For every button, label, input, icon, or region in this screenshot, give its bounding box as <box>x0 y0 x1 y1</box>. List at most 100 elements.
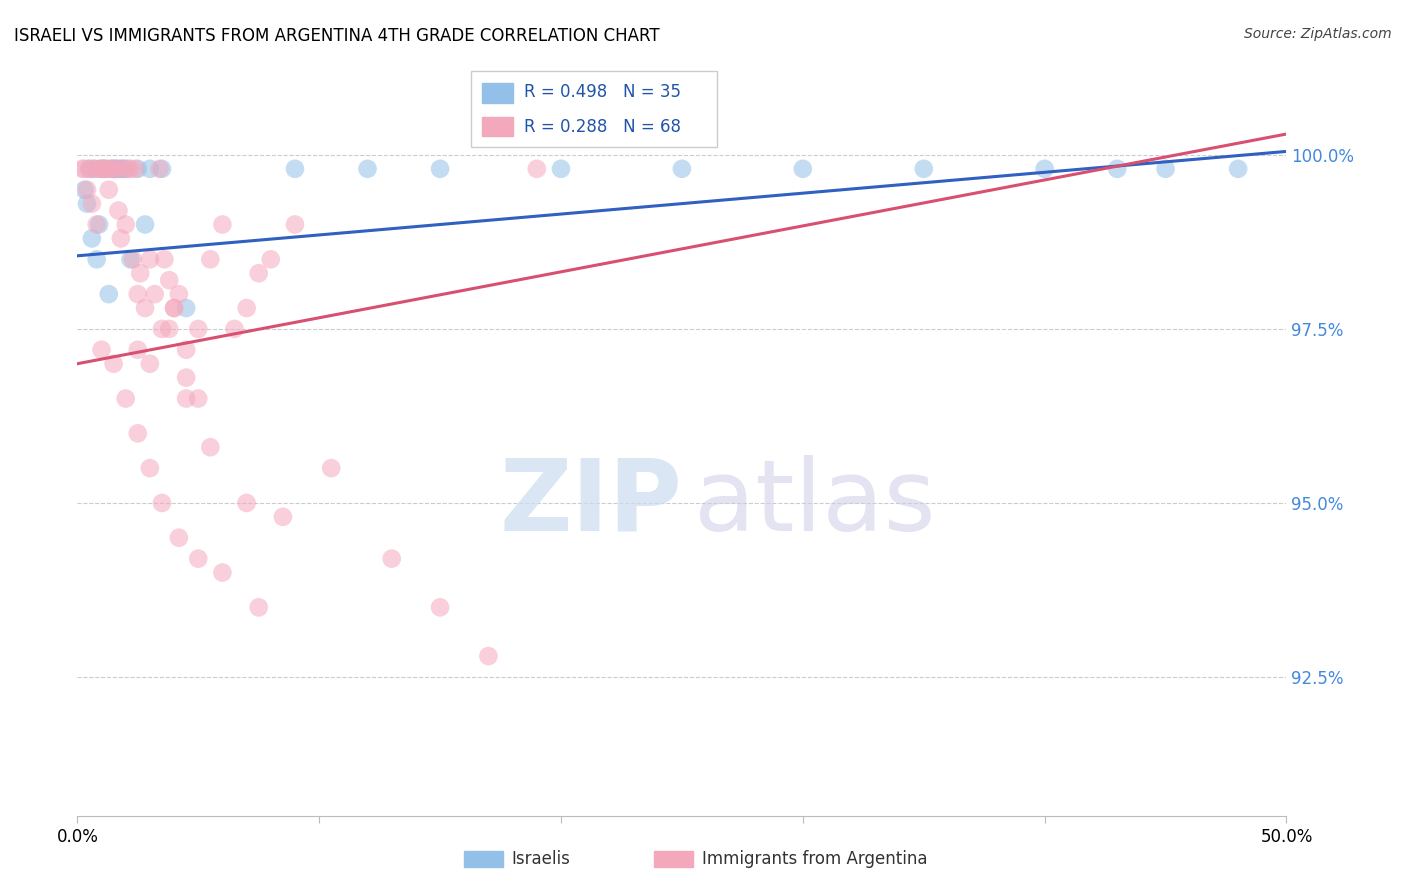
Point <box>87 218 110 232</box>
Point <box>83 161 105 176</box>
Point <box>174 343 197 357</box>
Point <box>90 343 112 357</box>
Point <box>235 496 257 510</box>
Point <box>76 196 98 211</box>
Point <box>114 161 136 176</box>
Point <box>107 161 129 176</box>
Point <box>134 301 156 315</box>
Point <box>163 301 186 315</box>
Point <box>127 287 149 301</box>
Point <box>83 161 105 176</box>
Point <box>93 161 115 176</box>
Point <box>526 161 548 176</box>
Point <box>174 370 197 384</box>
Point <box>120 252 142 267</box>
Point <box>96 161 118 176</box>
Point <box>235 301 257 315</box>
Point <box>167 531 190 545</box>
Point <box>103 161 125 176</box>
Point <box>284 218 307 232</box>
Point <box>86 252 108 267</box>
Point <box>167 287 190 301</box>
Point <box>224 322 246 336</box>
Point <box>90 161 112 176</box>
Point <box>110 161 132 176</box>
Point <box>79 161 101 176</box>
Point <box>1033 161 1056 176</box>
Point <box>211 566 233 580</box>
Point <box>117 161 139 176</box>
Point <box>70 161 93 176</box>
Point <box>1107 161 1129 176</box>
Point <box>79 161 101 176</box>
Point <box>139 252 162 267</box>
Point <box>284 161 307 176</box>
Point <box>127 426 149 441</box>
Point <box>187 551 209 566</box>
Point <box>86 218 108 232</box>
Point <box>97 183 120 197</box>
Point <box>671 161 693 176</box>
Point <box>187 322 209 336</box>
Point <box>73 183 96 197</box>
Point <box>477 649 499 664</box>
Point <box>76 183 98 197</box>
Point <box>100 161 122 176</box>
Point <box>114 392 136 406</box>
Point <box>105 161 128 176</box>
Point <box>134 218 156 232</box>
Point <box>105 161 128 176</box>
Point <box>174 392 197 406</box>
Point <box>80 196 103 211</box>
Text: R = 0.498   N = 35: R = 0.498 N = 35 <box>524 83 682 101</box>
Point <box>129 266 152 280</box>
Point <box>381 551 404 566</box>
Point <box>1154 161 1177 176</box>
Point <box>187 392 209 406</box>
Point <box>90 161 112 176</box>
Point <box>163 301 186 315</box>
Text: Source: ZipAtlas.com: Source: ZipAtlas.com <box>1244 27 1392 41</box>
Point <box>103 357 125 371</box>
Point <box>550 161 572 176</box>
Point <box>200 252 222 267</box>
Point <box>150 161 173 176</box>
Point <box>211 218 233 232</box>
Point <box>271 509 294 524</box>
Point <box>112 161 135 176</box>
Point <box>150 496 173 510</box>
Point <box>120 161 142 176</box>
Point <box>150 322 173 336</box>
Point <box>100 161 122 176</box>
Point <box>429 161 451 176</box>
Text: Immigrants from Argentina: Immigrants from Argentina <box>702 850 927 868</box>
Point <box>103 161 125 176</box>
Point <box>157 273 180 287</box>
Point <box>96 161 118 176</box>
Point <box>143 287 166 301</box>
Point <box>97 287 120 301</box>
Text: ISRAELI VS IMMIGRANTS FROM ARGENTINA 4TH GRADE CORRELATION CHART: ISRAELI VS IMMIGRANTS FROM ARGENTINA 4TH… <box>14 27 659 45</box>
Point <box>148 161 170 176</box>
Point <box>200 440 222 454</box>
Point <box>122 252 145 267</box>
Point <box>127 343 149 357</box>
Point <box>1227 161 1250 176</box>
Point <box>80 231 103 245</box>
Point <box>139 161 162 176</box>
Point <box>139 461 162 475</box>
Text: atlas: atlas <box>695 455 935 552</box>
Point <box>356 161 378 176</box>
Point <box>112 161 135 176</box>
Text: R = 0.288   N = 68: R = 0.288 N = 68 <box>524 118 682 136</box>
Text: Israelis: Israelis <box>512 850 571 868</box>
Point <box>127 161 149 176</box>
Point <box>114 218 136 232</box>
Point <box>107 203 129 218</box>
Point <box>73 161 96 176</box>
Point <box>912 161 935 176</box>
Point <box>110 231 132 245</box>
Text: ZIP: ZIP <box>499 455 682 552</box>
Point <box>139 357 162 371</box>
Point <box>153 252 176 267</box>
